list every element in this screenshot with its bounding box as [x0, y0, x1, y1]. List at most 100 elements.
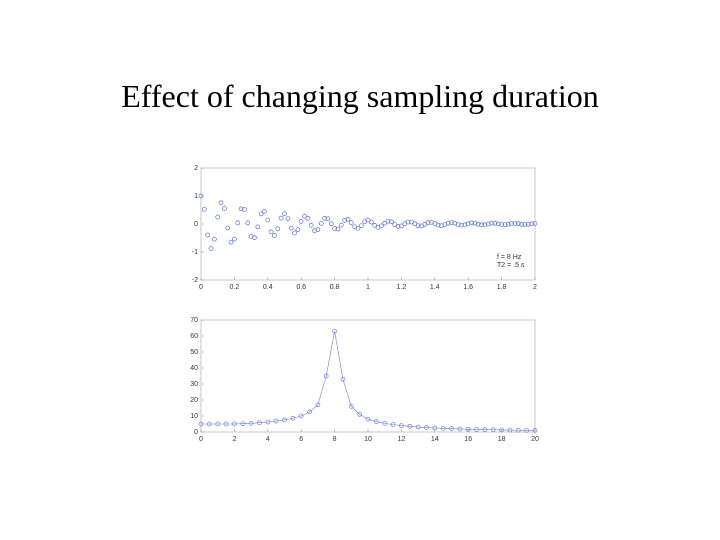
data-point [499, 222, 504, 227]
data-point [507, 427, 513, 433]
data-point [273, 418, 279, 424]
data-point [512, 221, 518, 226]
x-tick-label: 0.4 [263, 284, 273, 291]
data-point [272, 233, 277, 238]
data-point [315, 227, 321, 232]
data-point [305, 216, 311, 221]
x-tick-label: 0 [199, 436, 203, 443]
y-tick-label: 40 [190, 365, 198, 372]
data-point [345, 216, 351, 222]
slide-title: Effect of changing sampling duration [121, 78, 599, 114]
data-point [412, 221, 418, 227]
data-point [405, 219, 411, 225]
data-point [357, 412, 362, 417]
data-point [355, 225, 361, 231]
data-point [252, 235, 257, 241]
data-point [225, 225, 231, 231]
x-tick-label: 0 [199, 284, 203, 291]
y-tick-label: 60 [190, 333, 198, 340]
data-point [425, 220, 431, 225]
data-point [282, 211, 287, 216]
data-point [439, 223, 444, 229]
plot-frame [200, 319, 536, 433]
x-tick-label: 0.8 [330, 284, 340, 291]
data-point [462, 222, 468, 228]
data-point [208, 246, 214, 251]
data-point [499, 427, 504, 433]
data-point [524, 427, 530, 433]
y-tick-label: 30 [190, 381, 198, 388]
data-point [290, 415, 296, 421]
x-tick-label: 16 [464, 436, 472, 443]
data-point [198, 421, 204, 427]
data-point [485, 221, 491, 227]
data-point [282, 417, 287, 423]
data-point [315, 402, 321, 408]
annotation: T2 = .5 s [497, 262, 525, 269]
data-point [465, 221, 471, 227]
data-point [469, 220, 474, 226]
data-point [385, 218, 391, 224]
data-point [502, 222, 508, 227]
data-point [255, 224, 261, 230]
y-tick-label: 1 [194, 193, 198, 200]
data-point [332, 226, 337, 231]
data-point [459, 222, 464, 228]
data-point [348, 220, 354, 225]
data-point [505, 221, 511, 227]
y-tick-label: 70 [190, 317, 198, 324]
data-point [495, 221, 501, 227]
data-point [325, 216, 331, 222]
data-point [295, 227, 301, 232]
data-point [457, 426, 463, 432]
data-point [389, 219, 394, 225]
data-point [232, 236, 237, 242]
x-tick-label: 2 [533, 284, 537, 291]
data-point [390, 422, 396, 427]
data-point [215, 214, 221, 220]
data-point [490, 427, 496, 433]
y-tick-label: 10 [190, 413, 198, 420]
y-tick-label: 0 [194, 221, 198, 228]
data-point [509, 221, 514, 226]
data-point [302, 213, 307, 219]
data-point [372, 223, 378, 228]
data-point [475, 221, 481, 227]
data-point [265, 419, 271, 425]
x-tick-label: 0.2 [230, 284, 240, 291]
data-point [235, 220, 241, 226]
x-tick-label: 2 [232, 436, 236, 443]
data-point [415, 223, 421, 229]
data-point [449, 220, 454, 225]
data-point [278, 215, 284, 221]
data-point [525, 221, 531, 227]
y-tick-label: -2 [192, 277, 198, 284]
x-tick-label: 1.6 [463, 284, 473, 291]
data-point [238, 206, 244, 212]
data-point [218, 200, 224, 206]
data-point [268, 229, 274, 235]
x-tick-label: 4 [266, 436, 270, 443]
data-point [532, 428, 538, 433]
x-tick-label: 8 [333, 436, 337, 443]
data-point [474, 427, 479, 432]
data-point [365, 217, 371, 223]
x-tick-label: 12 [398, 436, 406, 443]
x-tick-label: 1.4 [430, 284, 440, 291]
data-point [440, 425, 446, 431]
data-point [392, 222, 398, 227]
data-point [342, 218, 347, 223]
data-point [292, 230, 297, 236]
data-point [407, 424, 413, 429]
data-point [395, 224, 401, 229]
x-tick-label: 10 [364, 436, 372, 443]
data-point [322, 216, 327, 221]
data-point [455, 222, 461, 227]
data-point [242, 207, 247, 212]
data-point [335, 226, 341, 232]
x-tick-label: 20 [531, 436, 539, 443]
data-point [482, 427, 488, 432]
data-point [338, 222, 344, 228]
data-point [332, 328, 337, 334]
